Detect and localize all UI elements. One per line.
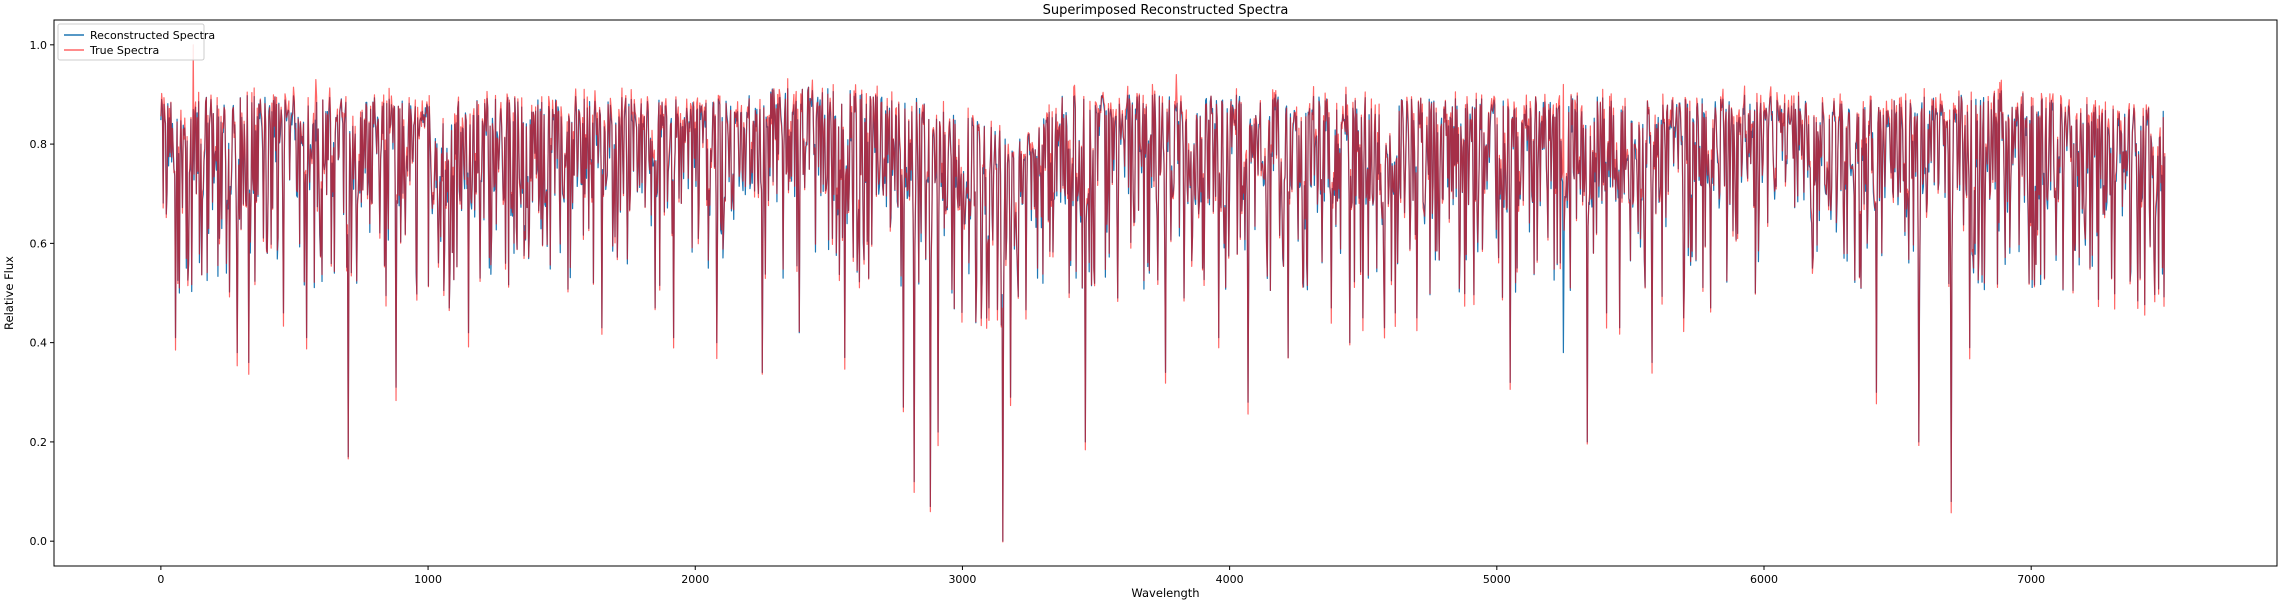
x-tick-label: 1000 xyxy=(414,573,442,586)
x-tick-label: 6000 xyxy=(1750,573,1778,586)
y-axis-ticks: 0.0 0.2 0.4 0.6 0.8 1.0 xyxy=(30,39,54,548)
axes-frame xyxy=(53,19,2278,567)
x-tick-label: 2000 xyxy=(681,573,709,586)
legend-box xyxy=(57,23,205,61)
x-tick-label: 0 xyxy=(157,573,164,586)
x-axis-ticks: 0 1000 2000 3000 4000 5000 6000 7000 xyxy=(157,566,2045,586)
legend: Reconstructed Spectra True Spectra xyxy=(57,23,215,61)
y-tick-label: 0.4 xyxy=(30,337,48,350)
plot-area xyxy=(160,44,2166,543)
x-tick-label: 5000 xyxy=(1483,573,1511,586)
y-tick-label: 0.2 xyxy=(30,436,48,449)
y-tick-label: 0.8 xyxy=(30,138,48,151)
x-tick-label: 3000 xyxy=(948,573,976,586)
series-line-true xyxy=(160,44,2166,543)
y-tick-label: 0.0 xyxy=(30,535,48,548)
y-tick-label: 1.0 xyxy=(30,39,48,52)
x-tick-label: 4000 xyxy=(1216,573,1244,586)
x-tick-label: 7000 xyxy=(2017,573,2045,586)
chart-title: Superimposed Reconstructed Spectra xyxy=(1043,3,1289,18)
y-axis-label: Relative Flux xyxy=(2,256,16,330)
y-tick-label: 0.6 xyxy=(30,237,48,250)
legend-label-true: True Spectra xyxy=(89,44,159,57)
x-axis-label: Wavelength xyxy=(1131,586,1199,600)
legend-label-reconstructed: Reconstructed Spectra xyxy=(90,29,215,42)
